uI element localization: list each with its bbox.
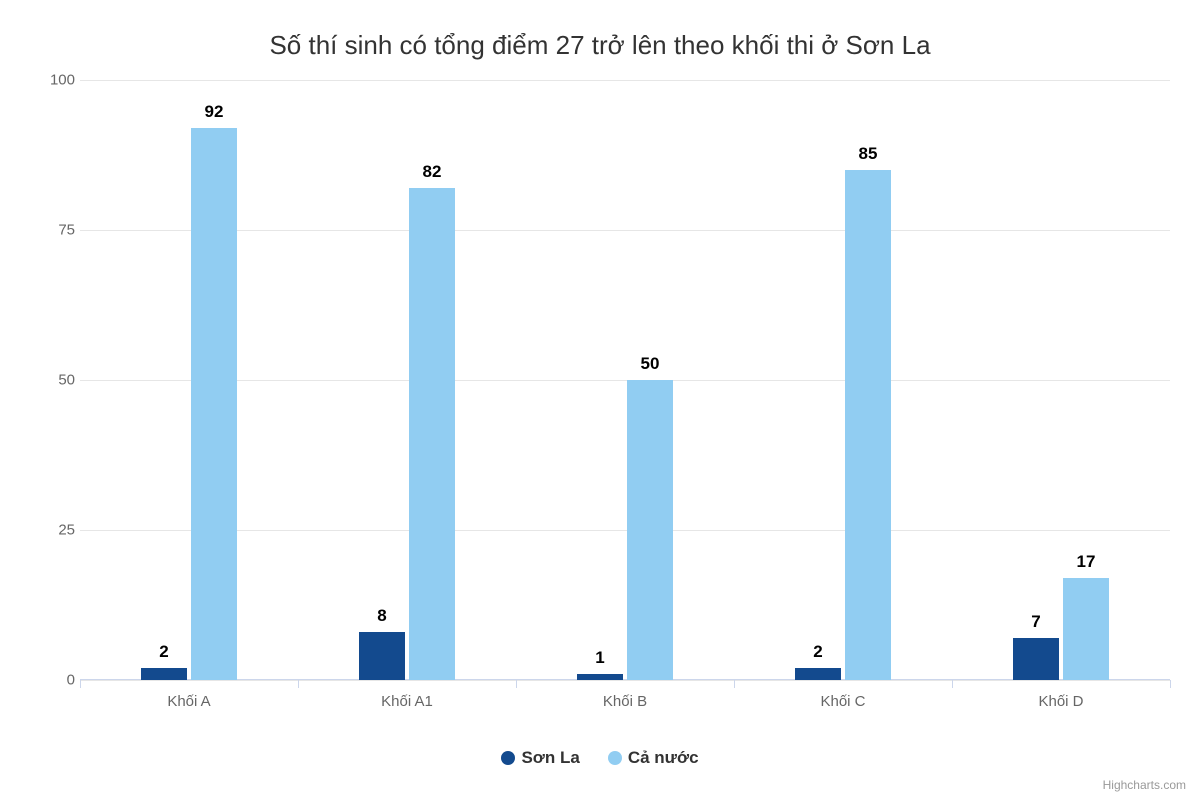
bar-value-label: 50 (641, 354, 660, 374)
bar-value-label: 7 (1031, 612, 1040, 632)
x-axis-label: Khối A1 (381, 693, 433, 710)
bar[interactable] (627, 380, 673, 680)
x-tick (298, 680, 299, 688)
bar[interactable] (1013, 638, 1059, 680)
grid-line (80, 380, 1170, 381)
x-tick (952, 680, 953, 688)
y-axis-label: 75 (35, 222, 75, 239)
bar-value-label: 2 (813, 642, 822, 662)
chart-container: Số thí sinh có tổng điểm 27 trở lên theo… (0, 0, 1200, 800)
y-axis-label: 25 (35, 522, 75, 539)
chart-title: Số thí sinh có tổng điểm 27 trở lên theo… (20, 30, 1180, 61)
bar[interactable] (795, 668, 841, 680)
y-axis-label: 100 (35, 72, 75, 89)
plot-area: 0255075100Khối A292Khối A1882Khối B150Kh… (80, 80, 1170, 680)
bar[interactable] (359, 632, 405, 680)
legend-label: Sơn La (521, 748, 579, 768)
x-axis-label: Khối B (603, 693, 647, 710)
bar[interactable] (409, 188, 455, 680)
bar-value-label: 8 (377, 606, 386, 626)
y-axis-label: 50 (35, 372, 75, 389)
legend-item[interactable]: Cả nước (608, 748, 699, 768)
bar-value-label: 85 (859, 144, 878, 164)
grid-line (80, 680, 1170, 681)
bar-value-label: 92 (205, 102, 224, 122)
legend-swatch (501, 751, 515, 765)
bar-value-label: 17 (1077, 552, 1096, 572)
credits-link[interactable]: Highcharts.com (1103, 778, 1186, 792)
bar[interactable] (845, 170, 891, 680)
bar[interactable] (577, 674, 623, 680)
grid-line (80, 530, 1170, 531)
x-tick (734, 680, 735, 688)
x-axis-label: Khối D (1038, 693, 1083, 710)
bar-value-label: 1 (595, 648, 604, 668)
bar-value-label: 82 (423, 162, 442, 182)
bar-value-label: 2 (159, 642, 168, 662)
bar[interactable] (1063, 578, 1109, 680)
bar[interactable] (141, 668, 187, 680)
grid-line (80, 80, 1170, 81)
legend-swatch (608, 751, 622, 765)
x-tick (80, 680, 81, 688)
x-tick (1170, 680, 1171, 688)
x-axis-label: Khối A (167, 693, 210, 710)
x-tick (516, 680, 517, 688)
y-axis-label: 0 (35, 672, 75, 689)
legend-label: Cả nước (628, 748, 699, 768)
legend-item[interactable]: Sơn La (501, 748, 579, 768)
legend: Sơn La Cả nước (0, 748, 1200, 768)
x-axis-label: Khối C (820, 693, 865, 710)
grid-line (80, 230, 1170, 231)
bar[interactable] (191, 128, 237, 680)
